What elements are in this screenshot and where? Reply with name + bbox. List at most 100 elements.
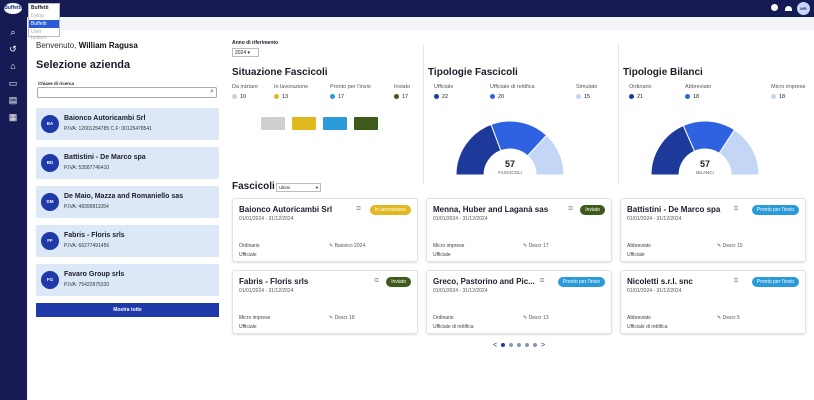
grid-icon[interactable]: ▦ xyxy=(8,112,18,122)
card-desc: ✎ Descr 17 xyxy=(523,243,549,249)
status-badge: Inviato xyxy=(580,205,605,215)
status-badge: In lavorazione xyxy=(369,205,411,215)
chart-title: Tipologie Bilanci xyxy=(623,67,703,78)
fascicolo-card[interactable]: Greco, Pastorino and Pic... 01/01/2024 - … xyxy=(426,270,612,334)
edit-icon[interactable]: ⧉ xyxy=(539,278,545,284)
card-desc-text: Descr 17 xyxy=(528,243,549,249)
pagination: < > xyxy=(493,342,545,349)
legend-dot xyxy=(576,94,581,100)
company-item[interactable]: FG Favaro Group srls P.IVA: 75422875320 xyxy=(36,264,219,296)
card-title: Nicoletti s.r.l. snc xyxy=(627,277,693,286)
company-avatar: BA xyxy=(41,115,59,133)
card-desc: ✎ Descr 13 xyxy=(523,315,549,321)
legend-item: Abbreviato 18 xyxy=(685,84,711,100)
folder-icon[interactable]: ▭ xyxy=(8,78,18,88)
legend-dot xyxy=(490,94,495,100)
home-icon[interactable]: ⌂ xyxy=(10,61,16,71)
legend-item: Simulato 15 xyxy=(576,84,597,100)
gauge-label: FASCICOLI xyxy=(498,170,522,175)
edit-icon[interactable]: ⧉ xyxy=(356,206,361,212)
edit-icon[interactable]: ⧉ xyxy=(568,206,573,212)
page-dot[interactable] xyxy=(501,343,506,348)
legend-label: Ufficiale xyxy=(434,84,454,90)
prev-page-button[interactable]: < xyxy=(493,342,498,349)
history-icon[interactable]: ↺ xyxy=(9,44,17,54)
card-desc: ✎ Descr 5 xyxy=(717,315,740,321)
switcher-option[interactable]: User bottom xyxy=(31,29,47,41)
user-avatar[interactable]: WR xyxy=(797,2,810,15)
card-period: 01/01/2024 - 31/12/2024 xyxy=(239,216,294,222)
buffetti-logo[interactable]: Buffetti xyxy=(4,3,22,14)
dashboard: Anno di riferimento 2024 ▾ Situazione Fa… xyxy=(226,30,814,400)
page-dot[interactable] xyxy=(509,343,514,348)
next-page-button[interactable]: > xyxy=(541,342,546,349)
search-icon[interactable]: ⌕ xyxy=(10,27,16,37)
company-item[interactable]: DM De Maio, Mazza and Romaniello sas P.IVA… xyxy=(36,186,219,218)
legend-value: 18 xyxy=(693,94,700,100)
help-icon[interactable] xyxy=(771,4,778,11)
edit-icon[interactable]: ⧉ xyxy=(733,278,739,284)
switcher-option[interactable]: Dylog xyxy=(31,13,44,19)
card-tipo: Abbreviato xyxy=(627,315,651,321)
legend-dot xyxy=(685,94,690,100)
divider xyxy=(618,44,619,184)
company-name: Battistini - De Marco spa xyxy=(64,154,146,161)
gauge-label: BILANCI xyxy=(696,170,714,175)
status-badge: Inviato xyxy=(386,277,411,287)
fascicolo-card[interactable]: Fabris - Floris srls 01/01/2024 - 31/12/2… xyxy=(232,270,418,334)
gauge-total: 57 xyxy=(700,159,710,169)
legend-label: Ufficiale di rettifica xyxy=(490,84,535,90)
year-label: Anno di riferimento xyxy=(232,40,279,46)
company-item[interactable]: FF Fabris - Floris srls P.IVA: 66277491456 xyxy=(36,225,219,257)
status-bar xyxy=(354,117,378,130)
legend-value: 21 xyxy=(637,94,644,100)
legend-dot xyxy=(330,94,335,100)
page-dot[interactable] xyxy=(525,343,530,348)
fascicoli-filter[interactable]: Ultimi ▾ xyxy=(276,183,321,192)
document-icon[interactable]: ▤ xyxy=(8,95,18,105)
switcher-option[interactable]: Buffetti xyxy=(29,20,59,28)
legend-value: 20 xyxy=(498,94,505,100)
card-stato: Ufficiale xyxy=(627,252,645,258)
page-title: Selezione azienda xyxy=(36,59,131,71)
page-dot[interactable] xyxy=(517,343,522,348)
legend-dot xyxy=(232,94,237,100)
legend-label: Simulato xyxy=(576,84,598,90)
legend-dot xyxy=(771,94,776,100)
legend-value: 10 xyxy=(240,94,247,100)
card-desc: ✎ Descr 15 xyxy=(717,243,743,249)
company-name: Favaro Group srls xyxy=(64,271,125,278)
year-select[interactable]: 2024 ▾ xyxy=(232,48,259,57)
company-avatar: FF xyxy=(41,232,59,250)
legend-value: 15 xyxy=(584,94,591,100)
product-switcher[interactable]: Buffetti Dylog Buffetti User bottom xyxy=(28,3,60,41)
company-item[interactable]: BA Baionco Autoricambi Srl P.IVA: 12001254… xyxy=(36,108,219,140)
search-icon[interactable]: ⌕ xyxy=(210,88,214,95)
show-all-button[interactable]: Mostra tutte xyxy=(36,303,219,317)
divider xyxy=(423,44,424,184)
edit-icon[interactable]: ⧉ xyxy=(733,206,739,212)
legend-value: 13 xyxy=(282,94,289,100)
card-title: Menna, Huber and Laganà sas xyxy=(433,205,549,214)
legend-label: Da iniziare xyxy=(232,84,258,90)
card-stato: Ufficiale di rettifica xyxy=(433,324,474,330)
legend-value: 18 xyxy=(779,94,786,100)
fascicolo-card[interactable]: Battistini - De Marco spa 01/01/2024 - 31… xyxy=(620,198,806,262)
fascicolo-card[interactable]: Baionco Autoricambi Srl 01/01/2024 - 31/1… xyxy=(232,198,418,262)
fascicolo-card[interactable]: Menna, Huber and Laganà sas 01/01/2024 - … xyxy=(426,198,612,262)
filter-value: Ultimi xyxy=(279,185,291,190)
switcher-current[interactable]: Buffetti xyxy=(31,5,49,11)
search-input[interactable]: ⌕ xyxy=(37,87,217,98)
edit-icon[interactable]: ⧉ xyxy=(374,278,379,284)
page-dot[interactable] xyxy=(533,343,538,348)
headset-icon[interactable] xyxy=(785,6,792,11)
company-panel: Benvenuto, William Ragusa Selezione azie… xyxy=(28,30,226,400)
card-desc-text: Baionco 2024 xyxy=(334,243,366,249)
status-badge: Pronto per l'invio xyxy=(751,277,799,287)
fascicolo-card[interactable]: Nicoletti s.r.l. snc 01/01/2024 - 31/12/2… xyxy=(620,270,806,334)
company-avatar: FG xyxy=(41,271,59,289)
card-title: Battistini - De Marco spa xyxy=(627,205,721,214)
search-label: Chiave di ricerca xyxy=(38,81,75,86)
company-item[interactable]: BD Battistini - De Marco spa P.IVA: 535877… xyxy=(36,147,219,179)
legend-label: Abbreviato xyxy=(685,84,712,90)
